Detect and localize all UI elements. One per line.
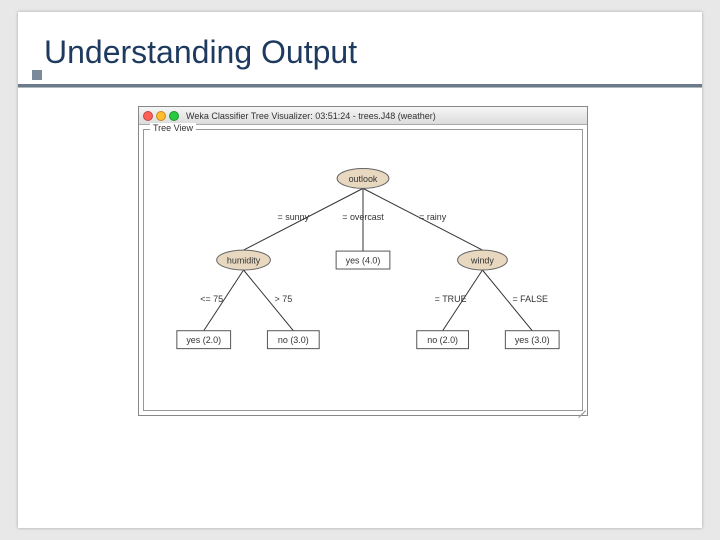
tree-node-label: humidity — [227, 255, 261, 265]
window-title: Weka Classifier Tree Visualizer: 03:51:2… — [186, 111, 436, 121]
tree-node-label: yes (3.0) — [515, 335, 550, 345]
tree-node-label: windy — [470, 255, 494, 265]
tree-edge-label: = rainy — [419, 212, 447, 222]
tree-node-label: no (2.0) — [427, 335, 458, 345]
page-title: Understanding Output — [44, 34, 357, 71]
tree-edge-label: > 75 — [275, 294, 293, 304]
decision-tree: outlook humidity yes (4.0) windy yes (2.0) no… — [144, 130, 582, 410]
title-rule — [18, 84, 702, 88]
title-marker — [32, 70, 42, 80]
tree-edge-label: = overcast — [342, 212, 384, 222]
minimize-icon[interactable] — [156, 111, 166, 121]
tree-node-label: outlook — [349, 174, 378, 184]
app-window: Weka Classifier Tree Visualizer: 03:51:2… — [138, 106, 588, 416]
tree-node-label: yes (4.0) — [346, 255, 381, 265]
tree-view-frame: Tree View outlookhumidityyes (4.0)windyy… — [143, 129, 583, 411]
tree-edge-label: <= 75 — [200, 294, 223, 304]
tree-edge-label: = TRUE — [435, 294, 467, 304]
tree-node-label: yes (2.0) — [186, 335, 221, 345]
window-titlebar[interactable]: Weka Classifier Tree Visualizer: 03:51:2… — [139, 107, 587, 125]
slide: Understanding Output Weka Classifier Tre… — [18, 12, 702, 528]
resize-handle-icon[interactable] — [574, 402, 586, 414]
tree-edge-label: = sunny — [278, 212, 310, 222]
maximize-icon[interactable] — [169, 111, 179, 121]
close-icon[interactable] — [143, 111, 153, 121]
tree-node-label: no (3.0) — [278, 335, 309, 345]
tree-edge-label: = FALSE — [512, 294, 548, 304]
